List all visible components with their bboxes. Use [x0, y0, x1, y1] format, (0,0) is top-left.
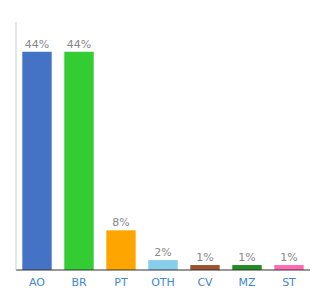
bar	[148, 260, 177, 270]
x-tick-label: BR	[71, 276, 87, 289]
data-label: 44%	[25, 38, 49, 51]
bars	[22, 52, 303, 270]
bar	[64, 52, 93, 270]
bar	[274, 265, 303, 270]
data-label: 44%	[67, 38, 91, 51]
data-label: 1%	[280, 251, 297, 264]
bar	[106, 230, 135, 270]
bar	[232, 265, 261, 270]
x-tick-label: PT	[114, 276, 128, 289]
data-label: 1%	[196, 251, 213, 264]
y-axis	[16, 22, 17, 270]
chart-container: 44% AO 44% BR 8% PT 2% OTH 1% CV 1% MZ 1% ST	[0, 0, 320, 300]
x-tick-label: ST	[282, 276, 296, 289]
data-label: 1%	[238, 251, 255, 264]
bar	[22, 52, 51, 270]
chart: 44% AO 44% BR 8% PT 2% OTH 1% CV 1% MZ 1% ST	[0, 0, 320, 300]
x-tick-label: AO	[29, 276, 45, 289]
x-axis	[16, 270, 310, 271]
x-tick-label: CV	[197, 276, 213, 289]
bar	[190, 265, 219, 270]
x-tick-label: MZ	[238, 276, 255, 289]
x-tick-label: OTH	[151, 276, 175, 289]
data-label: 2%	[154, 246, 171, 259]
data-label: 8%	[112, 216, 129, 229]
